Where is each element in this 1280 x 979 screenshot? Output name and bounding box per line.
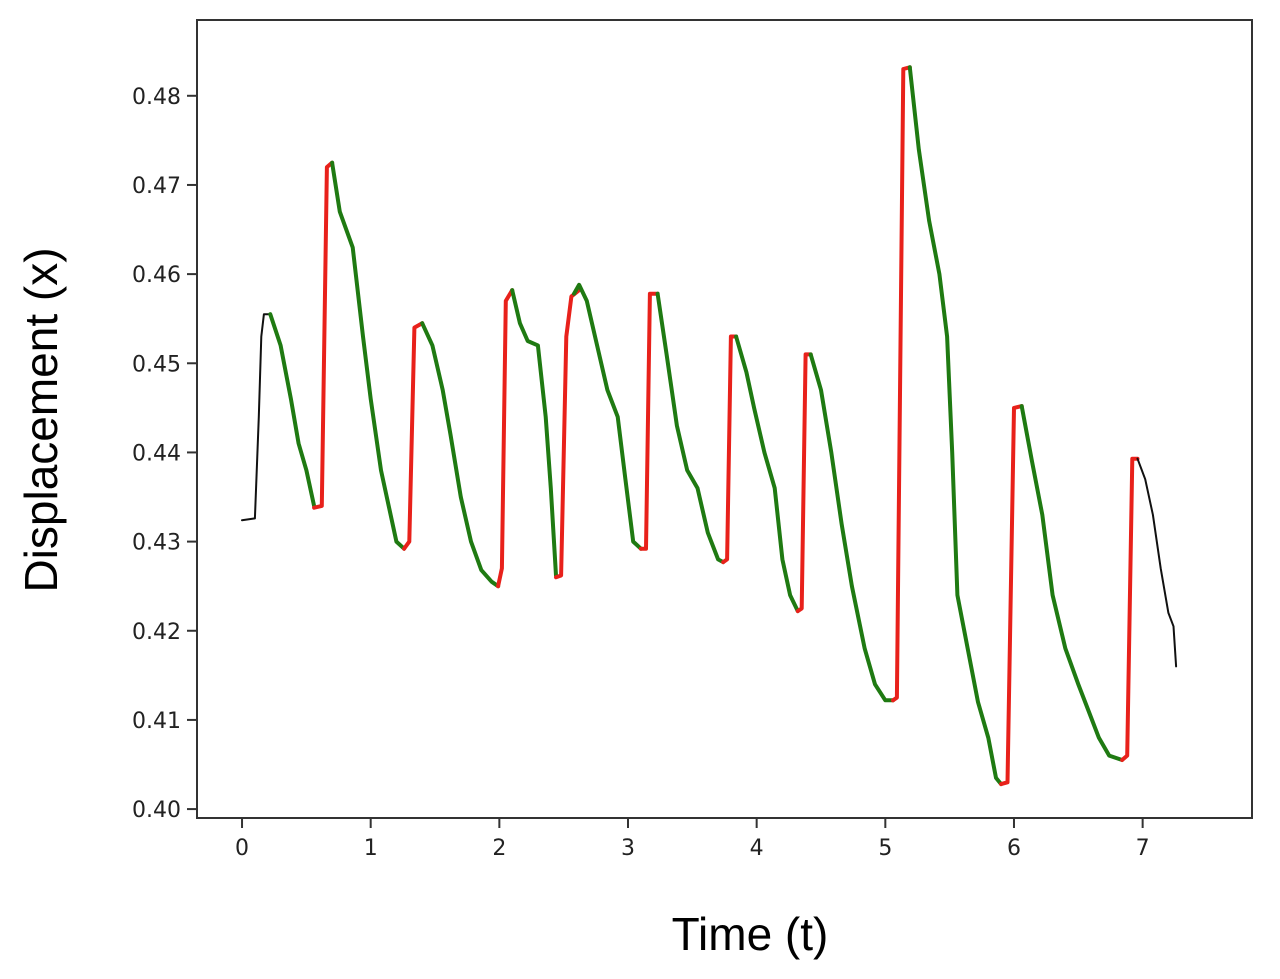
y-tick-label: 0.44 [132,441,181,466]
plot-area [196,19,1253,819]
x-tick-label: 2 [492,836,506,861]
y-tick-label: 0.41 [132,709,181,734]
rise-segment-10 [638,291,660,551]
decay-segment-9 [572,282,643,551]
y-tick-label: 0.40 [132,798,181,823]
displacement-series [241,65,1178,787]
edge-segment-21 [1136,457,1178,668]
y-tick-label: 0.47 [132,174,181,199]
x-tick-label: 0 [235,836,249,861]
decay-segment-7 [510,288,558,578]
decay-segment-13 [734,334,800,614]
y-axis-title: Displacement (x) [15,247,67,592]
rise-segment-20 [1120,456,1140,762]
rise-segment-18 [999,404,1024,787]
x-tick-label: 7 [1136,836,1150,861]
edge-segment-0 [241,313,272,522]
x-axis-ticks: 0 1 2 3 4 5 6 7 [235,818,1150,861]
x-tick-label: 6 [1007,836,1021,861]
rise-segment-16 [891,65,912,703]
y-tick-label: 0.48 [132,85,181,110]
x-tick-label: 1 [364,836,378,861]
decay-segment-1 [268,312,317,508]
decay-segment-5 [420,321,501,589]
x-tick-label: 3 [621,836,635,861]
decay-segment-15 [808,352,895,703]
rise-segment-2 [312,160,335,510]
rise-segment-12 [721,334,739,565]
x-tick-label: 5 [878,836,892,861]
decay-segment-3 [330,160,407,551]
y-tick-label: 0.46 [132,263,181,288]
y-tick-label: 0.43 [132,531,181,556]
y-tick-label: 0.45 [132,352,181,377]
x-axis-title: Time (t) [672,908,829,960]
rise-segment-4 [402,321,425,551]
rise-segment-6 [496,288,515,589]
decay-segment-17 [907,65,1004,787]
y-tick-label: 0.42 [132,620,181,645]
rise-segment-14 [795,352,813,614]
y-axis-ticks: 0.40 0.41 0.42 0.43 0.44 0.45 0.46 0.47 0.48 [132,85,197,823]
decay-segment-11 [655,291,726,565]
x-tick-label: 4 [750,836,764,861]
decay-segment-19 [1019,404,1125,762]
